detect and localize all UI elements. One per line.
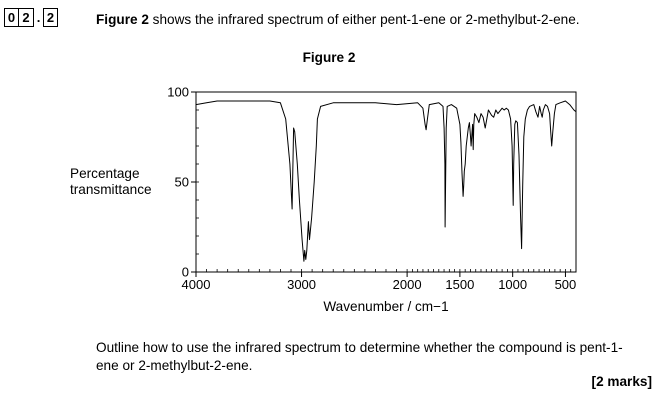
x-tick-label: 2000 [393, 277, 422, 292]
question-number-digit-1: 0 [4, 8, 19, 27]
marks-label: [2 marks] [591, 374, 652, 389]
question-outline-text: Outline how to use the infrared spectrum… [96, 340, 623, 373]
question-intro: Figure 2 shows the infrared spectrum of … [96, 12, 580, 27]
x-tick-label: 1500 [445, 277, 474, 292]
x-tick-label: 1000 [498, 277, 527, 292]
question-part-digit: 2 [43, 8, 58, 27]
x-tick-label: 4000 [182, 277, 211, 292]
question-number: 0 2 . 2 [4, 8, 58, 27]
spectrum-trace [195, 100, 577, 262]
question-number-separator: . [36, 10, 41, 25]
x-tick-label: 500 [555, 277, 577, 292]
y-tick-label: 50 [175, 175, 189, 190]
question-number-digit-2: 2 [19, 8, 34, 27]
y-tick-label: 0 [182, 265, 189, 280]
x-tick-label: 3000 [287, 277, 316, 292]
intro-text: shows the infrared spectrum of either pe… [148, 12, 580, 27]
intro-figure-ref: Figure 2 [96, 12, 149, 27]
figure-title: Figure 2 [302, 50, 356, 65]
y-tick-label: 100 [167, 85, 189, 100]
y-axis-label-line: Percentage [70, 166, 140, 181]
plot-frame [195, 91, 577, 273]
y-axis-label-line: transmittance [70, 182, 152, 197]
x-axis-label: Wavenumber / cm−1 [323, 299, 448, 314]
